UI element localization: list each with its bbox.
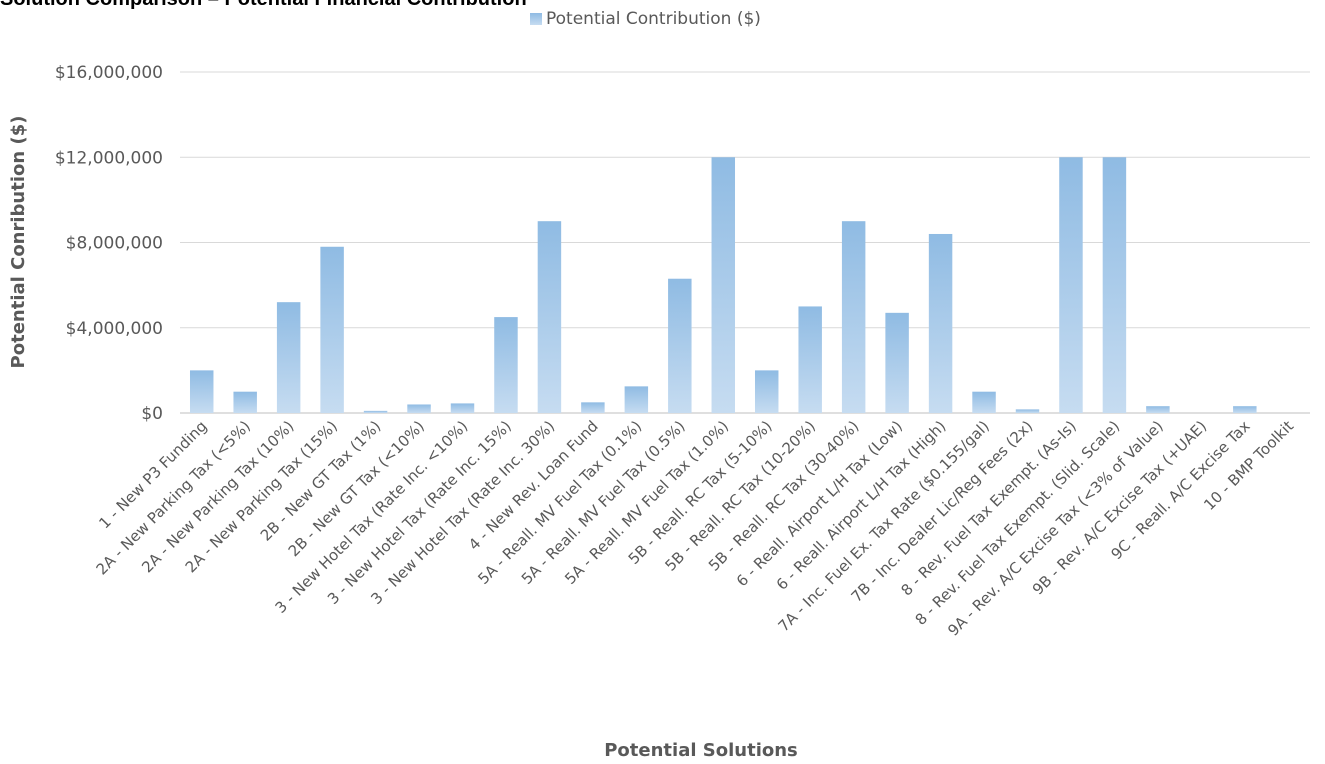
y-tick-label: $4,000,000 <box>66 319 163 339</box>
chart-title: Solution Comparison – Potential Financia… <box>0 0 527 11</box>
bar <box>1102 157 1127 413</box>
bar <box>1059 157 1083 413</box>
y-tick-label: $16,000,000 <box>55 63 163 83</box>
legend: Potential Contribution ($) <box>530 9 761 29</box>
bar <box>233 391 257 413</box>
bar <box>754 370 779 413</box>
bar <box>189 370 214 413</box>
bar <box>972 391 996 413</box>
bar <box>494 317 518 413</box>
bar <box>320 246 344 413</box>
bar <box>624 386 649 413</box>
bar <box>885 312 909 413</box>
bar <box>928 233 953 413</box>
bar <box>1146 406 1170 413</box>
y-tick-label: $12,000,000 <box>55 148 163 168</box>
legend-swatch <box>530 13 542 25</box>
bar <box>668 278 692 413</box>
bar <box>276 302 301 413</box>
x-axis-title: Potential Solutions <box>604 740 798 761</box>
y-tick-labels: $0 $4,000,000 $8,000,000 $12,000,000 $16,000… <box>55 63 163 424</box>
bar <box>450 403 475 413</box>
bar <box>1015 409 1040 413</box>
y-axis-title: Potential Conribution ($) <box>8 116 29 369</box>
bar <box>841 221 866 413</box>
legend-label: Potential Contribution ($) <box>546 9 761 29</box>
bar <box>581 402 605 413</box>
bar <box>407 404 431 413</box>
bar <box>537 221 562 413</box>
bar <box>1233 406 1257 413</box>
bar <box>798 306 822 413</box>
gridlines <box>180 71 1310 414</box>
bar <box>711 157 736 413</box>
bar <box>363 410 388 413</box>
y-tick-label: $0 <box>141 404 163 424</box>
bars <box>189 157 1257 413</box>
y-tick-label: $8,000,000 <box>66 234 163 254</box>
